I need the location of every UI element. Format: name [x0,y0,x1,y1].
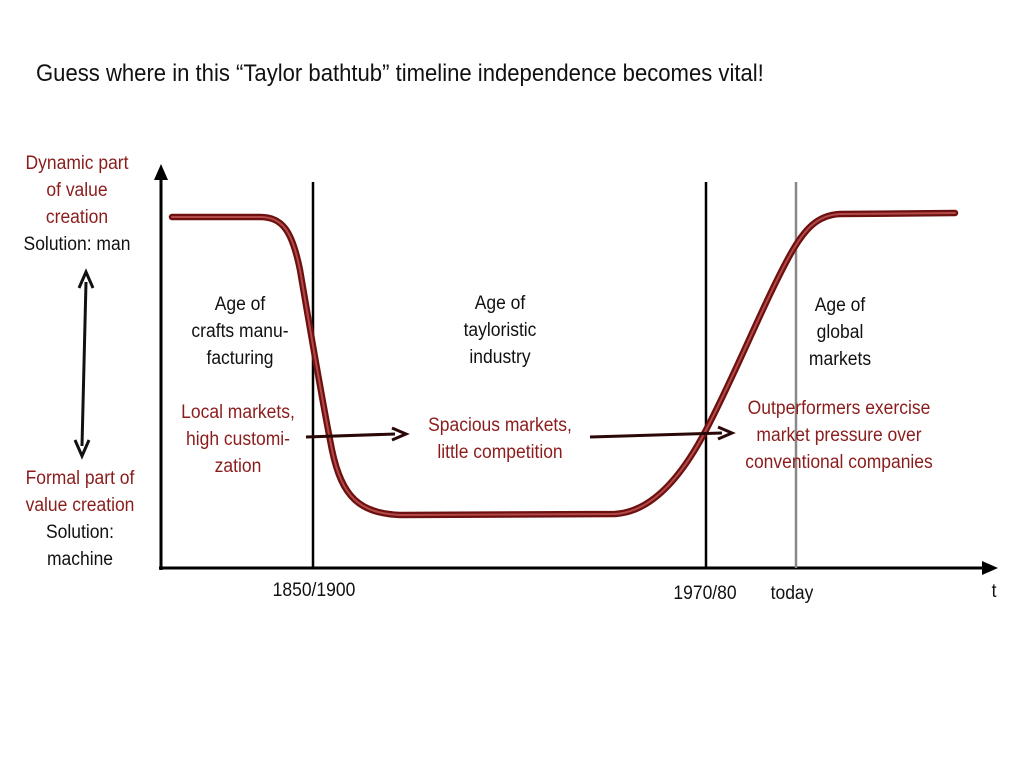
era-label-global: Age of global markets [776,292,905,373]
era-label-line: crafts manu- [191,321,289,342]
era-label-tayloristic: Age of tayloristic industry [426,290,573,371]
era-label-line: Age of [214,294,266,315]
y-axis-bottom-solution-line: machine [46,549,114,570]
market-note-local: Local markets, high customi- zation [164,399,311,480]
y-axis-top-label-line: creation [45,207,109,228]
double-arrow-top-head [77,268,95,289]
double-headed-vertical-arrow-icon [80,281,88,447]
y-axis-bottom-label: Formal part of value creation [6,465,153,519]
right-arrow-icon [305,432,396,439]
x-tick-1970-80: 1970/80 [673,583,737,604]
y-axis-arrowhead [154,164,168,180]
era-label-line: Age of [814,295,866,316]
x-axis-arrowhead [982,561,998,575]
market-note-line: Spacious markets, [428,415,572,436]
right-arrow-head-1 [391,426,410,442]
market-note-line: little competition [437,442,563,463]
market-note-spacious: Spacious markets, little competition [413,412,588,466]
y-axis-top-label-line: of value [46,180,108,201]
bathtub-curve-highlight [171,212,956,517]
y-axis-bottom-solution-line: Solution: [45,522,115,543]
era-label-line: tayloristic [463,320,537,341]
market-note-line: market pressure over [756,425,922,446]
y-axis-bottom-label-line: Formal part of [25,468,135,489]
era-label-crafts: Age of crafts manu- facturing [166,291,313,372]
market-note-line: zation [214,456,262,477]
y-axis-bottom-label-line: value creation [25,495,135,516]
y-axis-top-label: Dynamic part of value creation [6,150,148,231]
era-label-line: Age of [474,293,526,314]
y-axis-top-label-line: Dynamic part [25,153,129,174]
x-tick-today: today [770,583,814,604]
era-label-line: markets [808,349,872,370]
right-arrow-icon [589,431,723,439]
market-note-outperformers: Outperformers exercise market pressure o… [729,395,950,476]
x-axis-label: t [991,581,997,602]
y-axis-top-solution: Solution: man [23,234,131,255]
market-note-line: conventional companies [745,452,933,473]
market-note-line: high customi- [186,429,290,450]
era-label-line: industry [469,347,531,368]
double-arrow-bottom-head [73,439,91,460]
market-note-line: Local markets, [181,402,295,423]
market-note-line: Outperformers exercise [747,398,931,419]
y-axis-bottom-solution: Solution: machine [6,519,153,573]
era-label-line: global [816,322,864,343]
x-tick-1850-1900: 1850/1900 [272,580,356,601]
right-arrow-head-2 [717,425,736,441]
era-label-line: facturing [206,348,274,369]
slide-title: Guess where in this “Taylor bathtub” tim… [36,60,764,87]
